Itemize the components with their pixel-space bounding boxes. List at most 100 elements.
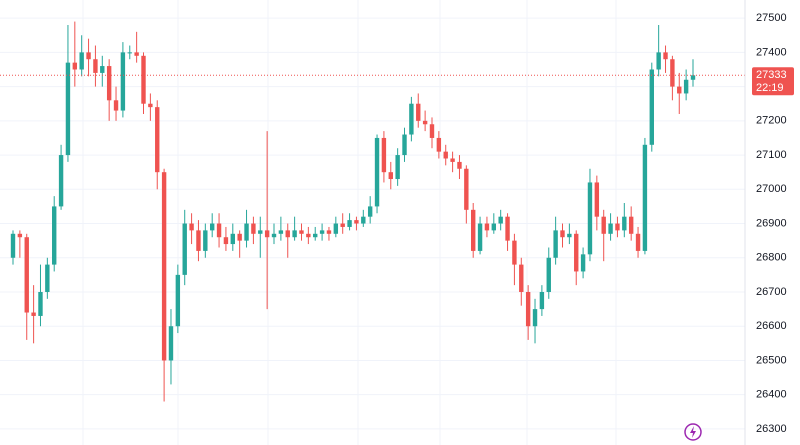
candle-body [17,233,23,238]
candle-body [86,52,91,60]
candle-body [333,223,339,234]
y-tick-label: 26500 [756,354,787,366]
candle-body [457,161,462,169]
y-tick-label: 27200 [756,115,787,127]
candle-body [381,137,387,173]
candle-body [237,233,242,241]
candle-body [161,172,167,361]
candle-body [306,233,311,238]
countdown-label: 22:19 [756,82,784,94]
candle-body [52,206,57,265]
candle-body [491,223,497,231]
candle-body [258,230,263,234]
candle-body [677,86,682,94]
candle-body [72,62,78,70]
candle-body [127,52,132,54]
candles [0,21,745,402]
candle-body [189,223,194,231]
candle-body [354,220,359,224]
candle-body [402,134,407,156]
candle-body [525,291,531,327]
candle-body [209,223,215,231]
candle-body [141,55,146,104]
y-tick-label: 27500 [756,12,787,24]
y-tick-label: 26400 [756,389,787,401]
candle-body [450,158,455,162]
y-tick-label: 26900 [756,217,787,229]
candle-body [683,79,689,94]
candle-body [271,233,277,238]
candle-body [65,62,71,156]
candle-body [326,230,332,234]
candle-body [313,233,318,238]
candle-body [230,233,235,245]
candle-body [148,103,153,108]
candle-body [106,66,112,101]
candle-body [347,220,352,227]
candle-body [628,216,634,234]
candle-body [580,254,586,272]
candle-body [10,233,16,258]
candle-body [58,155,64,207]
candle-body [512,240,517,265]
candle-body [519,264,524,292]
candle-body [622,216,627,231]
candle-body [182,223,187,275]
candle-body [670,59,675,87]
candle-body [395,155,400,180]
candle-body [635,233,641,251]
candle-body [38,291,43,316]
candle-body [388,172,393,180]
candle-body [175,274,181,327]
candle-body [546,257,551,292]
candle-body [587,182,593,255]
y-tick-label: 27100 [756,149,787,161]
candle-body [642,144,648,251]
candle-body [505,216,510,241]
candle-body [31,312,36,316]
candle-body [409,103,414,135]
icon-bolt[interactable] [690,426,696,438]
price-axis: 26300 26400 26500 26600 26700 26800 26900 27000… [746,0,800,445]
candle-body [251,223,256,234]
candle-body [134,52,139,56]
candle-body [567,233,572,238]
candle-body [367,206,373,217]
y-tick-label: 26300 [756,423,787,435]
candle-body [690,75,696,80]
lightning-icon[interactable] [684,423,702,441]
candle-body [436,137,442,152]
icon-circle[interactable] [684,423,702,441]
last-price-box [752,67,794,96]
candle-body [553,230,558,258]
candle-body [464,168,469,210]
candle-body [120,52,126,111]
candle-body [574,233,579,272]
y-tick-label: 26700 [756,286,787,298]
candle-body [196,230,201,251]
candle-body [299,230,304,234]
candle-body [471,209,476,251]
candle-body [285,230,290,238]
candle-body [264,230,270,238]
candle-body [278,230,284,234]
candle-body [443,151,448,159]
candle-body [374,137,380,207]
candle-body [422,120,428,125]
candle-body [223,237,229,245]
candle-body [93,59,98,73]
y-tick-label: 27000 [756,183,787,195]
candle-body [615,223,620,231]
candle-body [656,52,661,70]
candle-body [477,223,483,251]
candle-body [361,216,366,224]
candle-body [45,264,50,292]
candle-body [24,237,29,313]
candle-body [168,326,174,361]
candle-body [532,309,538,327]
candle-body [608,223,613,234]
candle-body [216,223,222,238]
candle-body [319,230,325,234]
